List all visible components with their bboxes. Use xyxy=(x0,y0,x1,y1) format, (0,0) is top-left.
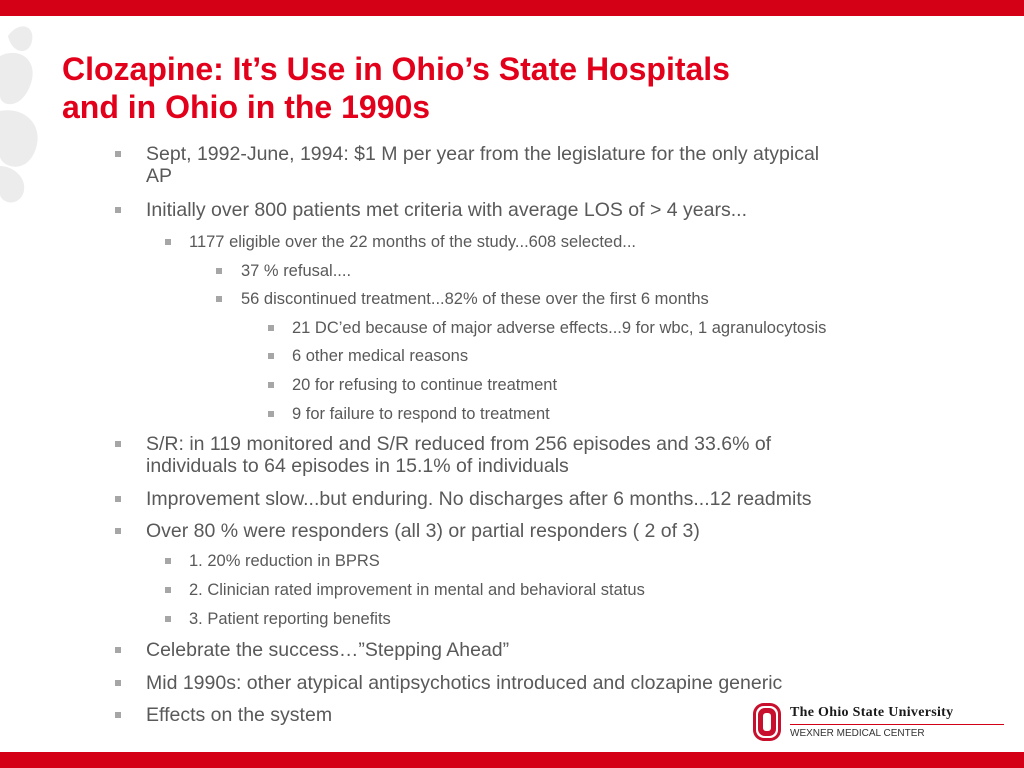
bullet-text: Over 80 % were responders (all 3) or par… xyxy=(146,520,700,542)
bullet-item-level-1: Improvement slow...but enduring. No disc… xyxy=(115,488,812,510)
bullet-marker xyxy=(268,353,274,359)
bullet-marker xyxy=(268,411,274,417)
bullet-marker xyxy=(165,558,171,564)
osu-wexner-logo: The Ohio State University WEXNER MEDICAL… xyxy=(752,702,1008,746)
bullet-text: Improvement slow...but enduring. No disc… xyxy=(146,488,812,510)
bullet-marker xyxy=(115,441,121,447)
bullet-marker xyxy=(216,268,222,274)
bullet-item-level-1: S/R: in 119 monitored and S/R reduced fr… xyxy=(115,433,772,477)
bullet-item-level-3: 37 % refusal.... xyxy=(216,261,352,281)
bullet-text: 1. 20% reduction in BPRS xyxy=(189,552,380,570)
bullet-marker xyxy=(115,207,121,213)
bullet-text: 1177 eligible over the 22 months of the … xyxy=(189,233,637,251)
bullet-text: individuals to 64 episodes in 15.1% of i… xyxy=(146,455,569,477)
bullet-text: Mid 1990s: other atypical antipsychotics… xyxy=(146,672,783,694)
bullet-item-level-3: 56 discontinued treatment...82% of these… xyxy=(216,289,709,309)
bullet-marker xyxy=(216,296,222,302)
slide-title-line-1: Clozapine: It’s Use in Ohio’s State Hosp… xyxy=(62,51,730,87)
bullet-item-level-1: Initially over 800 patients met criteria… xyxy=(115,199,747,221)
bullet-marker xyxy=(115,496,121,502)
bullet-marker xyxy=(165,616,171,622)
block-o-logo-icon xyxy=(753,703,781,741)
bullet-marker xyxy=(115,151,121,157)
bullet-text: Initially over 800 patients met criteria… xyxy=(146,199,747,221)
bullet-text: Celebrate the success…”Stepping Ahead” xyxy=(146,639,510,661)
bullet-text: 6 other medical reasons xyxy=(292,347,469,365)
bullet-text: 56 discontinued treatment...82% of these… xyxy=(241,290,709,308)
bullet-marker xyxy=(268,325,274,331)
bullet-item-level-2: 1177 eligible over the 22 months of the … xyxy=(165,232,637,252)
bullet-item-level-1: Mid 1990s: other atypical antipsychotics… xyxy=(115,672,783,694)
bullet-text: AP xyxy=(146,165,173,187)
slide-title: Clozapine: It’s Use in Ohio’s State Hosp… xyxy=(62,50,962,126)
bullet-marker xyxy=(268,382,274,388)
bullet-marker xyxy=(115,680,121,686)
bullet-item-level-1: Sept, 1992-June, 1994: $1 M per year fro… xyxy=(115,143,820,187)
bullet-item-level-1: Celebrate the success…”Stepping Ahead” xyxy=(115,639,510,661)
bullet-item-level-4: 21 DC’ed because of major adverse effect… xyxy=(268,318,827,338)
bullet-marker xyxy=(165,239,171,245)
logo-center-name: WEXNER MEDICAL CENTER xyxy=(790,728,925,739)
bullet-item-level-2: 1. 20% reduction in BPRS xyxy=(165,551,380,571)
logo-divider xyxy=(790,724,1004,725)
top-accent-bar xyxy=(0,0,1024,16)
bullet-text: S/R: in 119 monitored and S/R reduced fr… xyxy=(146,433,772,455)
bullet-marker xyxy=(115,528,121,534)
slide-title-line-2: and in Ohio in the 1990s xyxy=(62,89,431,125)
bullet-text: 20 for refusing to continue treatment xyxy=(292,376,558,394)
leaf-watermark-decoration xyxy=(0,26,38,203)
bullet-text: Effects on the system xyxy=(146,704,333,726)
bullet-item-level-4: 20 for refusing to continue treatment xyxy=(268,375,558,395)
bullet-item-level-4: 6 other medical reasons xyxy=(268,346,469,366)
bullet-text: 37 % refusal.... xyxy=(241,262,352,280)
bottom-accent-bar xyxy=(0,752,1024,768)
bullet-text: 3. Patient reporting benefits xyxy=(189,610,391,628)
bullet-item-level-1: Effects on the system xyxy=(115,704,333,726)
bullet-text: 9 for failure to respond to treatment xyxy=(292,405,550,423)
bullet-text: 2. Clinician rated improvement in mental… xyxy=(189,581,645,599)
bullet-marker xyxy=(115,712,121,718)
bullet-marker xyxy=(115,647,121,653)
bullet-marker xyxy=(165,587,171,593)
bullet-item-level-4: 9 for failure to respond to treatment xyxy=(268,404,550,424)
logo-university-name: The Ohio State University xyxy=(790,705,954,720)
bullet-text: 21 DC’ed because of major adverse effect… xyxy=(292,319,827,337)
bullet-text: Sept, 1992-June, 1994: $1 M per year fro… xyxy=(146,143,820,165)
bullet-item-level-2: 3. Patient reporting benefits xyxy=(165,609,391,629)
bullet-item-level-2: 2. Clinician rated improvement in mental… xyxy=(165,580,645,600)
bullet-item-level-1: Over 80 % were responders (all 3) or par… xyxy=(115,520,700,542)
